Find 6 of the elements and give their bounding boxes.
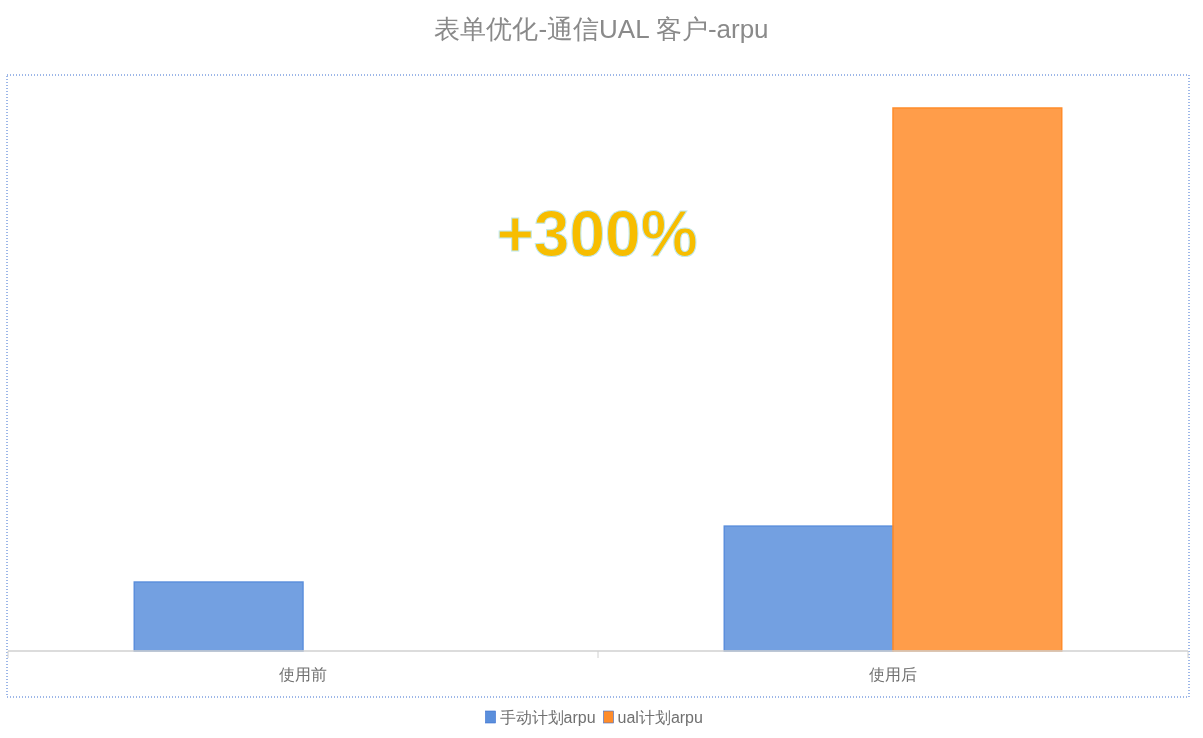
chart-title: 表单优化-通信UAL 客户-arpu: [434, 14, 769, 44]
x-tick-label: 使用后: [869, 666, 917, 683]
annotation: +300%: [496, 198, 698, 270]
x-tick-label: 使用前: [279, 666, 327, 683]
legend-label: ual计划arpu: [617, 709, 703, 726]
legend-label: 手动计划arpu: [499, 709, 596, 726]
